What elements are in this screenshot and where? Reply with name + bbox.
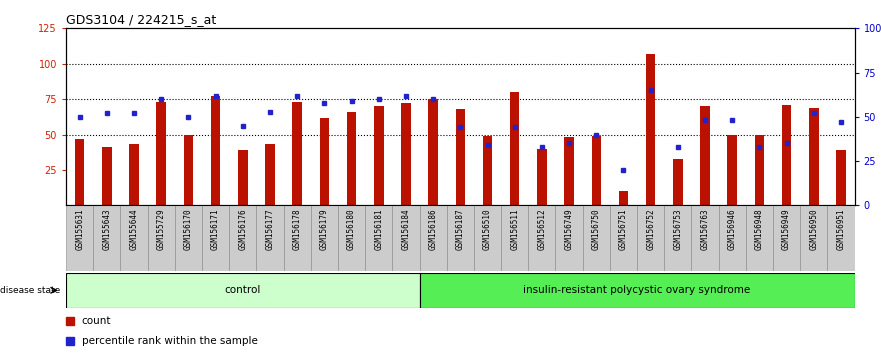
Text: GSM156187: GSM156187	[455, 209, 465, 250]
Text: GSM156946: GSM156946	[728, 209, 737, 250]
Bar	[637, 205, 664, 271]
Text: control: control	[225, 285, 261, 295]
Bar	[66, 273, 419, 308]
Text: GSM156176: GSM156176	[238, 209, 248, 250]
Bar	[374, 106, 383, 205]
Bar	[365, 205, 392, 271]
Bar	[284, 205, 311, 271]
Bar	[320, 118, 329, 205]
Bar	[501, 205, 529, 271]
Text: count: count	[82, 316, 111, 326]
Bar	[401, 103, 411, 205]
Bar	[591, 136, 601, 205]
Bar	[700, 106, 710, 205]
Text: GSM156949: GSM156949	[782, 209, 791, 250]
Bar	[836, 150, 846, 205]
Bar	[202, 205, 229, 271]
Bar	[474, 205, 501, 271]
Text: percentile rank within the sample: percentile rank within the sample	[82, 336, 258, 346]
Bar	[66, 205, 93, 271]
Bar	[529, 205, 556, 271]
Text: GSM156510: GSM156510	[483, 209, 492, 250]
Bar	[537, 149, 546, 205]
Text: GSM156171: GSM156171	[211, 209, 220, 250]
Text: GSM156948: GSM156948	[755, 209, 764, 250]
Bar	[728, 135, 737, 205]
Bar	[292, 102, 302, 205]
Text: GSM156178: GSM156178	[292, 209, 301, 250]
Bar	[773, 205, 800, 271]
Bar	[102, 147, 112, 205]
Bar	[447, 205, 474, 271]
Bar	[183, 135, 193, 205]
Text: GSM156752: GSM156752	[646, 209, 655, 250]
Bar	[719, 205, 746, 271]
Text: GSM156177: GSM156177	[265, 209, 275, 250]
Text: GSM155729: GSM155729	[157, 209, 166, 250]
Text: GSM156511: GSM156511	[510, 209, 519, 250]
Bar	[347, 112, 356, 205]
Text: GSM156180: GSM156180	[347, 209, 356, 250]
Bar	[428, 99, 438, 205]
Text: GSM156184: GSM156184	[402, 209, 411, 250]
Text: GSM156751: GSM156751	[619, 209, 628, 250]
Bar	[121, 205, 148, 271]
Bar	[419, 273, 855, 308]
Bar	[157, 102, 166, 205]
Bar	[174, 205, 202, 271]
Bar	[75, 139, 85, 205]
Bar	[392, 205, 419, 271]
Bar	[827, 205, 855, 271]
Bar	[148, 205, 174, 271]
Text: GDS3104 / 224215_s_at: GDS3104 / 224215_s_at	[66, 13, 217, 26]
Text: GSM156512: GSM156512	[537, 209, 546, 250]
Bar	[556, 205, 582, 271]
Bar	[338, 205, 365, 271]
Bar	[565, 137, 574, 205]
Text: GSM156179: GSM156179	[320, 209, 329, 250]
Bar	[483, 136, 492, 205]
Bar	[646, 54, 655, 205]
Text: GSM155643: GSM155643	[102, 209, 111, 250]
Bar	[265, 144, 275, 205]
Text: GSM155644: GSM155644	[130, 209, 138, 250]
Text: GSM156753: GSM156753	[673, 209, 683, 250]
Bar	[582, 205, 610, 271]
Bar	[510, 92, 520, 205]
Bar	[211, 96, 220, 205]
Text: GSM155631: GSM155631	[75, 209, 85, 250]
Bar	[746, 205, 773, 271]
Bar	[781, 105, 791, 205]
Text: disease state: disease state	[0, 286, 60, 295]
Bar	[419, 205, 447, 271]
Bar	[755, 135, 764, 205]
Bar	[238, 150, 248, 205]
Text: GSM156763: GSM156763	[700, 209, 709, 250]
Text: GSM156950: GSM156950	[810, 209, 818, 250]
Bar	[311, 205, 338, 271]
Bar	[229, 205, 256, 271]
Bar	[93, 205, 121, 271]
Text: GSM156181: GSM156181	[374, 209, 383, 250]
Bar	[618, 191, 628, 205]
Bar	[673, 159, 683, 205]
Bar	[692, 205, 719, 271]
Bar	[130, 144, 139, 205]
Bar	[809, 108, 818, 205]
Text: GSM156750: GSM156750	[592, 209, 601, 250]
Text: GSM156951: GSM156951	[836, 209, 846, 250]
Text: GSM156749: GSM156749	[565, 209, 574, 250]
Bar	[256, 205, 284, 271]
Bar	[800, 205, 827, 271]
Bar	[455, 109, 465, 205]
Bar	[664, 205, 692, 271]
Text: GSM156186: GSM156186	[429, 209, 438, 250]
Text: GSM156170: GSM156170	[184, 209, 193, 250]
Text: insulin-resistant polycystic ovary syndrome: insulin-resistant polycystic ovary syndr…	[523, 285, 751, 295]
Bar	[610, 205, 637, 271]
